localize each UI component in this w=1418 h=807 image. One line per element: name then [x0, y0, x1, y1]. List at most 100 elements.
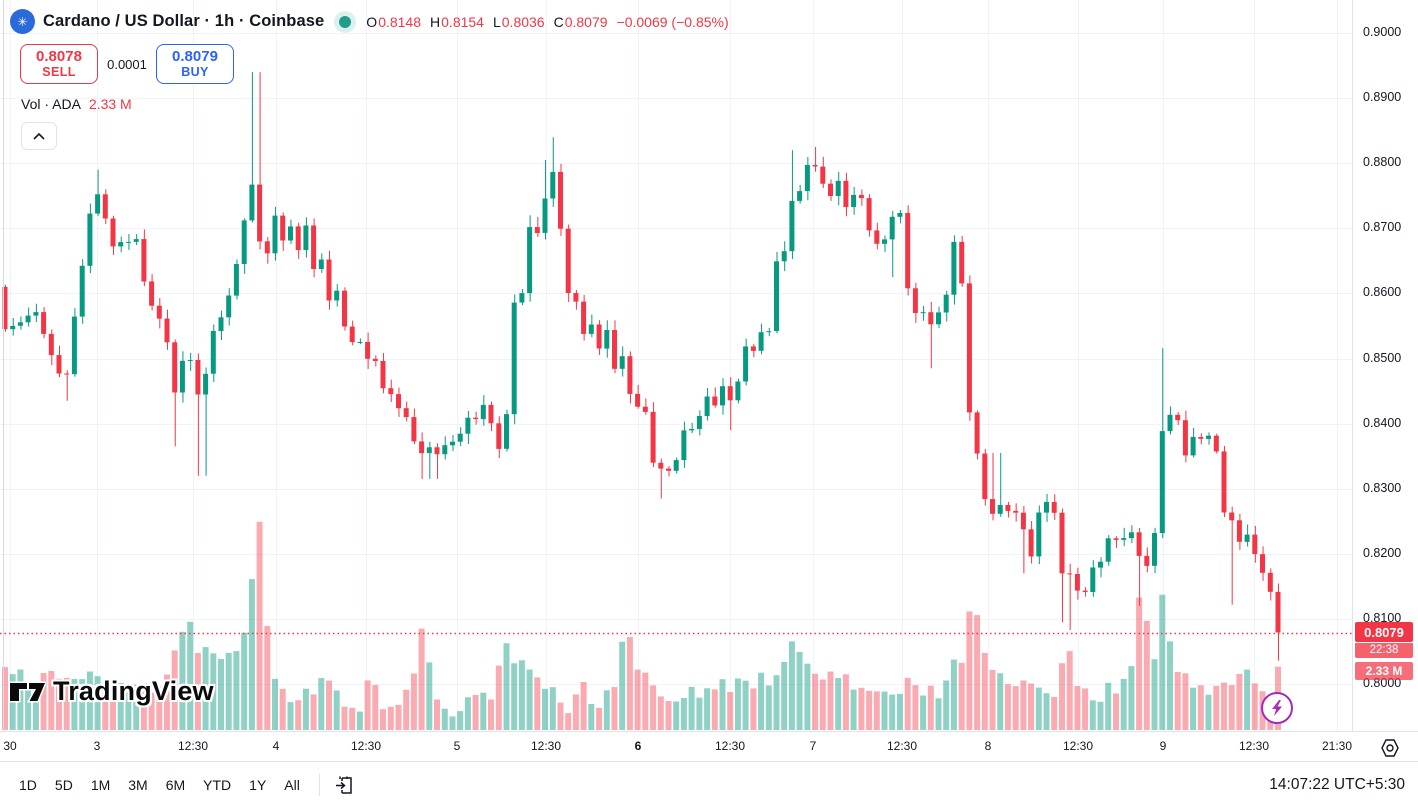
price-axis[interactable]: 0.8079 22:38 2.33 M 0.9000 0.8900 0.8800 0.… [1352, 0, 1418, 731]
candle [635, 393, 641, 407]
candle [1182, 420, 1188, 456]
pane-left-divider [3, 0, 4, 731]
range-button-1y[interactable]: 1Y [249, 777, 267, 793]
candle [928, 312, 934, 325]
volume-bar [704, 688, 711, 730]
scale-settings-icon[interactable] [1378, 736, 1402, 760]
candle [1113, 538, 1119, 540]
candle [295, 226, 301, 251]
candle [758, 332, 764, 351]
volume-bar [233, 651, 240, 730]
candle [272, 215, 278, 254]
candle [943, 294, 949, 313]
sell-label: SELL [42, 65, 76, 80]
quick-trade-button[interactable] [1261, 692, 1293, 724]
candle [41, 312, 47, 334]
candle [411, 417, 417, 442]
buy-button[interactable]: 0.8079 BUY [156, 44, 234, 84]
range-button-ytd[interactable]: YTD [203, 777, 232, 793]
candle [519, 293, 525, 303]
candle [426, 447, 432, 454]
candle [280, 215, 286, 241]
candle [156, 305, 162, 319]
chevron-up-icon [33, 132, 45, 140]
clock-timezone[interactable]: 14:07:22 UTC+5:30 [1269, 776, 1405, 793]
volume-bar [264, 626, 271, 730]
candle [218, 317, 224, 331]
volume-bar [248, 579, 255, 730]
range-button-6m[interactable]: 6M [165, 777, 186, 793]
candle [87, 213, 93, 266]
candle [141, 239, 147, 282]
collapse-legend-button[interactable] [21, 122, 57, 150]
volume-bar [719, 679, 726, 730]
range-button-all[interactable]: All [284, 777, 300, 793]
chart-canvas[interactable] [0, 0, 1352, 731]
candle [920, 312, 926, 314]
spread-value: 0.0001 [107, 56, 147, 72]
volume-legend-value: 2.33 M [88, 96, 132, 112]
candle [866, 198, 872, 231]
candle [1236, 520, 1242, 542]
candle [303, 225, 309, 251]
close-value: 0.8079 [564, 13, 608, 30]
market-status-icon[interactable] [334, 10, 357, 33]
volume-bar [588, 704, 595, 730]
price-axis-label: 0.9000 [1363, 25, 1402, 39]
candle [573, 293, 579, 302]
candle [1074, 574, 1080, 591]
tradingview-watermark-text: TradingView [53, 676, 214, 706]
volume-bar [842, 674, 849, 730]
volume-bar [1182, 673, 1189, 730]
range-button-1m[interactable]: 1M [90, 777, 111, 793]
price-axis-label: 0.8900 [1363, 90, 1402, 105]
candle [349, 326, 355, 343]
volume-bar [572, 694, 579, 730]
candle [2, 286, 8, 330]
sell-button[interactable]: 0.8078 SELL [20, 44, 98, 84]
candle [1152, 533, 1157, 566]
volume-bar [71, 678, 78, 730]
tradingview-watermark[interactable]: TradingView [8, 676, 214, 707]
candle [342, 290, 347, 327]
bottom-toolbar: 1D 5D 1M 3M 6M YTD 1Y All 14:07:22 UTC+5:30 [0, 761, 1418, 807]
candle [1136, 532, 1142, 556]
candle [365, 341, 371, 359]
volume-bar [534, 677, 541, 730]
volume-bar [1105, 682, 1112, 730]
volume-bar [1120, 678, 1127, 730]
volume-bar [1190, 687, 1197, 730]
volume-bar [989, 669, 996, 730]
candle [187, 360, 193, 361]
high-value: 0.8154 [441, 13, 484, 30]
symbol-title[interactable]: Cardano / US Dollar · 1h · Coinbase [43, 12, 325, 30]
volume-bar [63, 677, 70, 730]
range-button-1d[interactable]: 1D [19, 777, 37, 793]
toolbar-divider [318, 774, 320, 796]
volume-bar [1213, 685, 1220, 730]
buy-label: BUY [181, 65, 209, 80]
candle [581, 301, 587, 334]
range-button-5d[interactable]: 5D [54, 777, 73, 793]
time-axis[interactable]: 30 3 12:30 4 12:30 5 12:30 6 12:30 7 12:30 8 12:30 9 1… [0, 731, 1418, 762]
volume-bar [480, 692, 487, 730]
candle [1051, 502, 1057, 513]
candle [511, 302, 517, 415]
volume-bar [1012, 686, 1019, 730]
candle [473, 417, 479, 419]
volume-bar [1244, 669, 1251, 730]
volume-bar [1221, 682, 1227, 730]
volume-bar [333, 690, 340, 730]
candle [727, 386, 733, 401]
low-value: 0.8036 [501, 13, 545, 30]
volume-bar [1228, 685, 1235, 730]
market-status-dot [339, 15, 352, 28]
volume-bar [395, 704, 402, 730]
candle [403, 408, 409, 418]
candle [966, 283, 972, 413]
candle [288, 226, 293, 241]
volume-bar [758, 672, 765, 730]
go-to-date-button[interactable] [330, 770, 360, 800]
range-button-3m[interactable]: 3M [128, 777, 148, 793]
candle [1020, 512, 1026, 530]
